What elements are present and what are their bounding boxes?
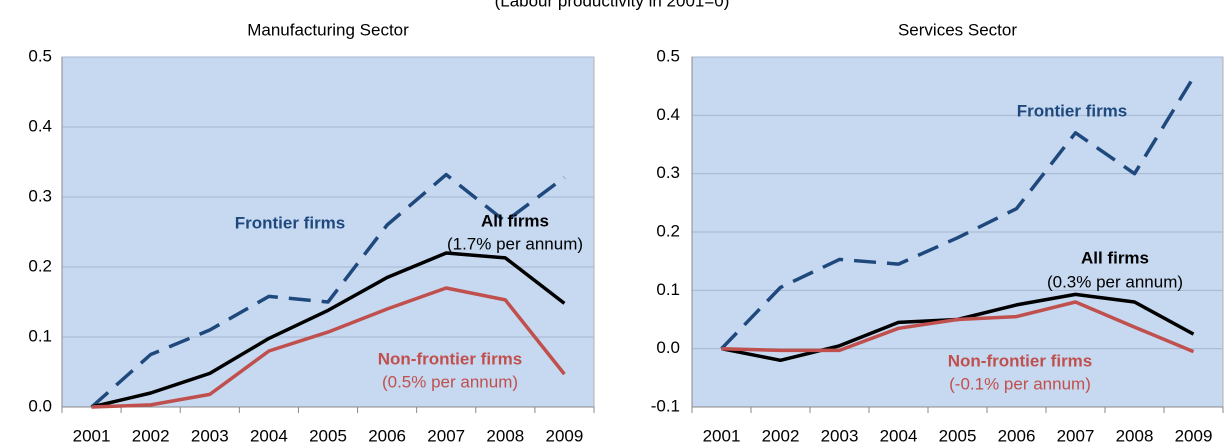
x-tick-label: 2009 bbox=[546, 426, 584, 442]
x-tick-label: 2002 bbox=[132, 426, 170, 442]
x-tick-label: 2005 bbox=[309, 426, 347, 442]
x-tick-label: 2007 bbox=[1057, 426, 1095, 442]
chart-title: Manufacturing Sector bbox=[247, 20, 409, 39]
series-label: Frontier firms bbox=[1017, 101, 1128, 120]
series-note: (0.3% per annum) bbox=[1047, 272, 1183, 291]
series-label: All firms bbox=[1081, 248, 1149, 267]
x-tick-label: 2003 bbox=[821, 426, 859, 442]
y-tick-label: 0.1 bbox=[656, 280, 680, 299]
series-line bbox=[91, 251, 566, 409]
x-tick-label: 2008 bbox=[1116, 426, 1154, 442]
y-tick-label: 0.4 bbox=[28, 116, 52, 135]
chart-title: Services Sector bbox=[898, 20, 1017, 39]
x-tick-label: 2001 bbox=[73, 426, 111, 442]
y-tick-label: 0.5 bbox=[656, 46, 680, 65]
series-label: All firms bbox=[481, 211, 549, 230]
x-tick-label: 2001 bbox=[703, 426, 741, 442]
y-tick-label: 0.5 bbox=[28, 46, 52, 65]
y-tick-label: 0.3 bbox=[656, 163, 680, 182]
series-note: (0.5% per annum) bbox=[382, 372, 518, 391]
y-tick-label: 0.0 bbox=[656, 338, 680, 357]
x-tick-label: 2007 bbox=[427, 426, 465, 442]
y-tick-label: 0.4 bbox=[656, 105, 680, 124]
plot-area bbox=[61, 56, 595, 408]
x-tick-label: 2004 bbox=[880, 426, 918, 442]
series-line bbox=[720, 76, 1195, 350]
y-tick-label: 0.2 bbox=[656, 221, 680, 240]
series-label: Non-frontier firms bbox=[948, 351, 1093, 370]
x-tick-label: 2003 bbox=[191, 426, 229, 442]
subtitle: (Labour productivity in 2001=0) bbox=[495, 0, 730, 10]
y-tick-label: 0.1 bbox=[28, 326, 52, 345]
series-line bbox=[91, 286, 566, 409]
x-tick-label: 2002 bbox=[762, 426, 800, 442]
x-tick-label: 2006 bbox=[368, 426, 406, 442]
series-label: Frontier firms bbox=[235, 213, 346, 232]
x-tick-label: 2006 bbox=[998, 426, 1036, 442]
x-tick-label: 2005 bbox=[939, 426, 977, 442]
y-tick-label: -0.1 bbox=[651, 396, 680, 415]
series-note: (1.7% per annum) bbox=[447, 234, 583, 253]
y-tick-label: 0.0 bbox=[28, 396, 52, 415]
y-tick-label: 0.3 bbox=[28, 186, 52, 205]
series-label: Non-frontier firms bbox=[378, 349, 523, 368]
y-tick-label: 0.2 bbox=[28, 256, 52, 275]
series-line bbox=[90, 172, 566, 409]
x-tick-label: 2009 bbox=[1175, 426, 1213, 442]
series-note: (-0.1% per annum) bbox=[949, 374, 1091, 393]
series-line bbox=[721, 300, 1195, 354]
x-tick-label: 2008 bbox=[486, 426, 524, 442]
x-tick-label: 2004 bbox=[250, 426, 288, 442]
